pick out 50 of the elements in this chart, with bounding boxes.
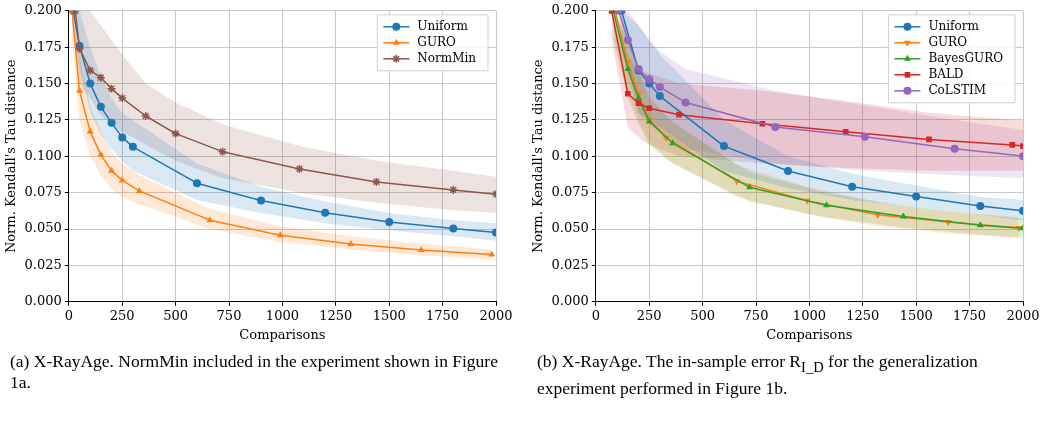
x-tick-label: 2000 (479, 307, 513, 323)
x-tick-label: 1250 (319, 307, 353, 323)
x-tick-label: 750 (216, 307, 242, 323)
x-tick-label: 0 (591, 307, 600, 323)
y-tick-label: 0.050 (24, 220, 62, 236)
x-axis-title: Comparisons (766, 326, 853, 342)
legend-label: CoLSTIM (928, 82, 987, 97)
y-tick-label: 0.200 (551, 2, 589, 18)
legend-label: GURO (417, 34, 457, 49)
legend-label: BayesGURO (928, 50, 1004, 65)
y-tick-label: 0.025 (551, 256, 589, 272)
x-tick-label: 1000 (792, 307, 826, 323)
text: (b) X-RayAge. The in-sample error R$_{I_D}$ for the generalization experiment performed in Figure 1b. (537, 351, 978, 398)
y-tick-label: 0.075 (24, 184, 62, 200)
y-tick-label: 0.100 (551, 147, 589, 163)
y-tick-label: 0.125 (24, 111, 62, 127)
x-axis-title: Comparisons (239, 326, 326, 342)
y-tick-label: 0.075 (551, 184, 589, 200)
y-tick-label: 0.175 (24, 38, 62, 54)
x-tick-label: 1750 (953, 307, 987, 323)
y-tick-label: 0.150 (24, 74, 62, 90)
x-tick-label: 1500 (372, 307, 406, 323)
legend-label: Uniform (928, 18, 980, 33)
y-tick-label: 0.125 (551, 111, 589, 127)
x-tick-label: 500 (163, 307, 189, 323)
x-tick-label: 500 (690, 307, 716, 323)
legend-label: GURO (928, 34, 968, 49)
y-tick-label: 0.200 (24, 2, 62, 18)
y-axis-title: Norm. Kendall's Tau distance (530, 59, 546, 254)
y-tick-label: 0.150 (551, 74, 589, 90)
legend-label: Uniform (417, 18, 469, 33)
x-tick-label: 250 (109, 307, 135, 323)
y-tick-label: 0.000 (551, 293, 589, 309)
y-tick-label: 0.025 (24, 256, 62, 272)
x-tick-label: 250 (636, 307, 662, 323)
x-tick-label: 750 (743, 307, 769, 323)
legend-label: NormMin (417, 50, 477, 65)
x-tick-label: 2000 (1006, 307, 1040, 323)
y-tick-label: 0.000 (24, 293, 62, 309)
x-tick-label: 1500 (899, 307, 933, 323)
x-tick-label: 1000 (265, 307, 299, 323)
y-axis-title: Norm. Kendall's Tau distance (3, 59, 19, 254)
legend-label: BALD (928, 66, 964, 81)
text: (a) X-RayAge. NormMin included in the experiment shown in Figure 1a. (10, 351, 499, 393)
y-tick-label: 0.050 (551, 220, 589, 236)
x-tick-label: 1750 (426, 307, 460, 323)
y-tick-label: 0.100 (24, 147, 62, 163)
y-tick-label: 0.175 (551, 38, 589, 54)
x-tick-label: 1250 (846, 307, 880, 323)
x-tick-label: 0 (64, 307, 73, 323)
